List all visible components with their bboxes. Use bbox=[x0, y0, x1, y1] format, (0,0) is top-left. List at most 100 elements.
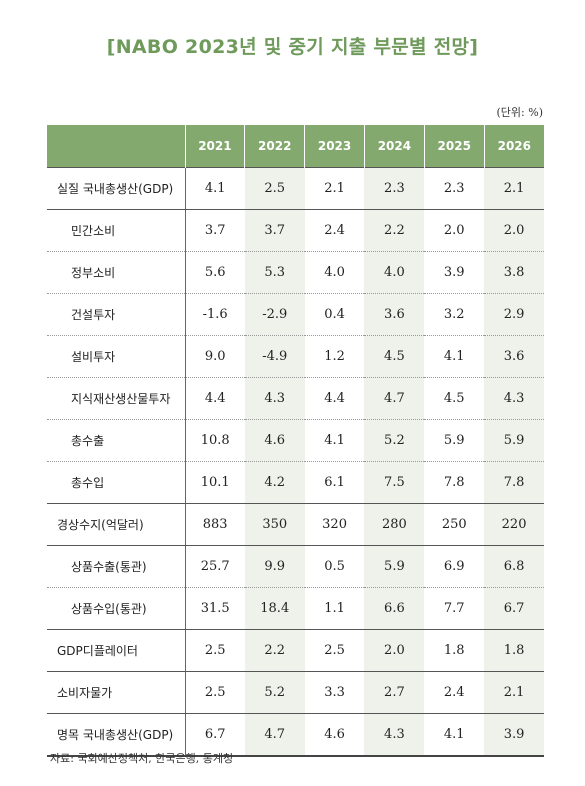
table-cell: 3.7 bbox=[185, 209, 245, 252]
table-cell: 4.5 bbox=[364, 335, 425, 378]
row-label: 건설투자 bbox=[47, 293, 186, 336]
table-cell: 2.4 bbox=[304, 209, 365, 252]
table-cell: 280 bbox=[364, 503, 425, 546]
table-cell: 6.8 bbox=[484, 545, 544, 588]
row-label: 실질 국내총생산(GDP) bbox=[47, 167, 186, 210]
forecast-table: 2021 2022 2023 2024 2025 2026 실질 국내총생산(G… bbox=[47, 125, 544, 757]
table-cell: 5.9 bbox=[364, 545, 425, 588]
table-cell: 2.0 bbox=[484, 209, 544, 252]
table-cell: 6.7 bbox=[484, 587, 544, 630]
unit-label: (단위: %) bbox=[496, 106, 543, 119]
table-row: 정부소비 5.6 5.3 4.0 4.0 3.9 3.8 bbox=[47, 251, 544, 294]
table-cell: 6.6 bbox=[364, 587, 425, 630]
table-row: 경상수지(억달러) 883 350 320 280 250 220 bbox=[47, 503, 544, 546]
table-cell: 2.2 bbox=[364, 209, 425, 252]
table-cell: 1.8 bbox=[484, 629, 544, 672]
table-cell: 883 bbox=[185, 503, 245, 546]
table-cell: 9.0 bbox=[185, 335, 245, 378]
table-cell: 1.2 bbox=[304, 335, 365, 378]
table-cell: 4.1 bbox=[304, 419, 365, 462]
table-cell: 4.0 bbox=[304, 251, 365, 294]
table-cell: 2.7 bbox=[364, 671, 425, 714]
table-cell: 6.9 bbox=[424, 545, 485, 588]
table-cell: 2.5 bbox=[304, 629, 365, 672]
table-row: 설비투자 9.0 -4.9 1.2 4.5 4.1 3.6 bbox=[47, 335, 544, 378]
table-cell: -1.6 bbox=[185, 293, 245, 336]
table-cell: 5.9 bbox=[424, 419, 485, 462]
header-year: 2024 bbox=[363, 125, 425, 168]
table-cell: 18.4 bbox=[244, 587, 305, 630]
table-cell: 3.8 bbox=[484, 251, 544, 294]
table-cell: 4.6 bbox=[304, 713, 365, 757]
header-year: 2023 bbox=[304, 125, 365, 168]
table-cell: 7.8 bbox=[424, 461, 485, 504]
table-cell: 3.6 bbox=[364, 293, 425, 336]
table-cell: 2.2 bbox=[244, 629, 305, 672]
table-cell: 2.3 bbox=[364, 167, 425, 210]
table-cell: 0.5 bbox=[304, 545, 365, 588]
row-label: 상품수출(통관) bbox=[47, 545, 186, 588]
table-cell: 3.3 bbox=[304, 671, 365, 714]
table-cell: 2.4 bbox=[424, 671, 485, 714]
table-cell: 4.4 bbox=[304, 377, 365, 420]
row-label: 소비자물가 bbox=[47, 671, 186, 714]
table-cell: 4.7 bbox=[244, 713, 305, 757]
row-label: 상품수입(통관) bbox=[47, 587, 186, 630]
table-cell: 2.5 bbox=[185, 629, 245, 672]
table-cell: 2.1 bbox=[484, 167, 544, 210]
header-year: 2022 bbox=[244, 125, 305, 168]
table-cell: 2.3 bbox=[424, 167, 485, 210]
table-cell: 4.5 bbox=[424, 377, 485, 420]
header-year: 2026 bbox=[483, 125, 544, 168]
table-row: 총수입 10.1 4.2 6.1 7.5 7.8 7.8 bbox=[47, 461, 544, 504]
row-label: GDP디플레이터 bbox=[47, 629, 186, 672]
table-cell: 7.7 bbox=[424, 587, 485, 630]
table-cell: 4.4 bbox=[185, 377, 245, 420]
table-cell: 5.3 bbox=[244, 251, 305, 294]
table-row: 상품수출(통관) 25.7 9.9 0.5 5.9 6.9 6.8 bbox=[47, 545, 544, 588]
table-cell: 2.1 bbox=[484, 671, 544, 714]
table-cell: 4.1 bbox=[185, 167, 245, 210]
table-cell: 4.3 bbox=[364, 713, 425, 757]
table-cell: 4.3 bbox=[484, 377, 544, 420]
table-cell: -2.9 bbox=[244, 293, 305, 336]
row-label: 총수입 bbox=[47, 461, 186, 504]
table-cell: 31.5 bbox=[185, 587, 245, 630]
table-cell: 5.2 bbox=[364, 419, 425, 462]
table-cell: 250 bbox=[424, 503, 485, 546]
row-label: 지식재산생산물투자 bbox=[47, 377, 186, 420]
table-cell: 10.1 bbox=[185, 461, 245, 504]
table-row: 실질 국내총생산(GDP) 4.1 2.5 2.1 2.3 2.3 2.1 bbox=[47, 167, 544, 210]
table-row: 총수출 10.8 4.6 4.1 5.2 5.9 5.9 bbox=[47, 419, 544, 462]
table-cell: 4.1 bbox=[424, 713, 485, 757]
table-row: 지식재산생산물투자 4.4 4.3 4.4 4.7 4.5 4.3 bbox=[47, 377, 544, 420]
table-cell: 2.0 bbox=[364, 629, 425, 672]
row-label: 정부소비 bbox=[47, 251, 186, 294]
header-year: 2021 bbox=[184, 125, 245, 168]
table-cell: 2.0 bbox=[424, 209, 485, 252]
table-cell: 4.6 bbox=[244, 419, 305, 462]
table-cell: 9.9 bbox=[244, 545, 305, 588]
table-cell: 7.5 bbox=[364, 461, 425, 504]
table-cell: 4.0 bbox=[364, 251, 425, 294]
table-row: 건설투자 -1.6 -2.9 0.4 3.6 3.2 2.9 bbox=[47, 293, 544, 336]
table-cell: 6.7 bbox=[185, 713, 245, 757]
table-cell: 5.6 bbox=[185, 251, 245, 294]
table-cell: 6.1 bbox=[304, 461, 365, 504]
row-label: 민간소비 bbox=[47, 209, 186, 252]
table-row: 민간소비 3.7 3.7 2.4 2.2 2.0 2.0 bbox=[47, 209, 544, 252]
header-corner bbox=[47, 125, 185, 168]
table-cell: 4.7 bbox=[364, 377, 425, 420]
table-cell: 4.3 bbox=[244, 377, 305, 420]
table-cell: 7.8 bbox=[484, 461, 544, 504]
table-cell: 3.9 bbox=[484, 713, 544, 757]
table-cell: 25.7 bbox=[185, 545, 245, 588]
table-cell: 4.1 bbox=[424, 335, 485, 378]
row-label: 총수출 bbox=[47, 419, 186, 462]
table-cell: 3.7 bbox=[244, 209, 305, 252]
page-title: [NABO 2023년 및 중기 지출 부문별 전망] bbox=[106, 36, 479, 58]
table-cell: 220 bbox=[484, 503, 544, 546]
table-row: GDP디플레이터 2.5 2.2 2.5 2.0 1.8 1.8 bbox=[47, 629, 544, 672]
table-cell: 3.9 bbox=[424, 251, 485, 294]
table-cell: 3.6 bbox=[484, 335, 544, 378]
